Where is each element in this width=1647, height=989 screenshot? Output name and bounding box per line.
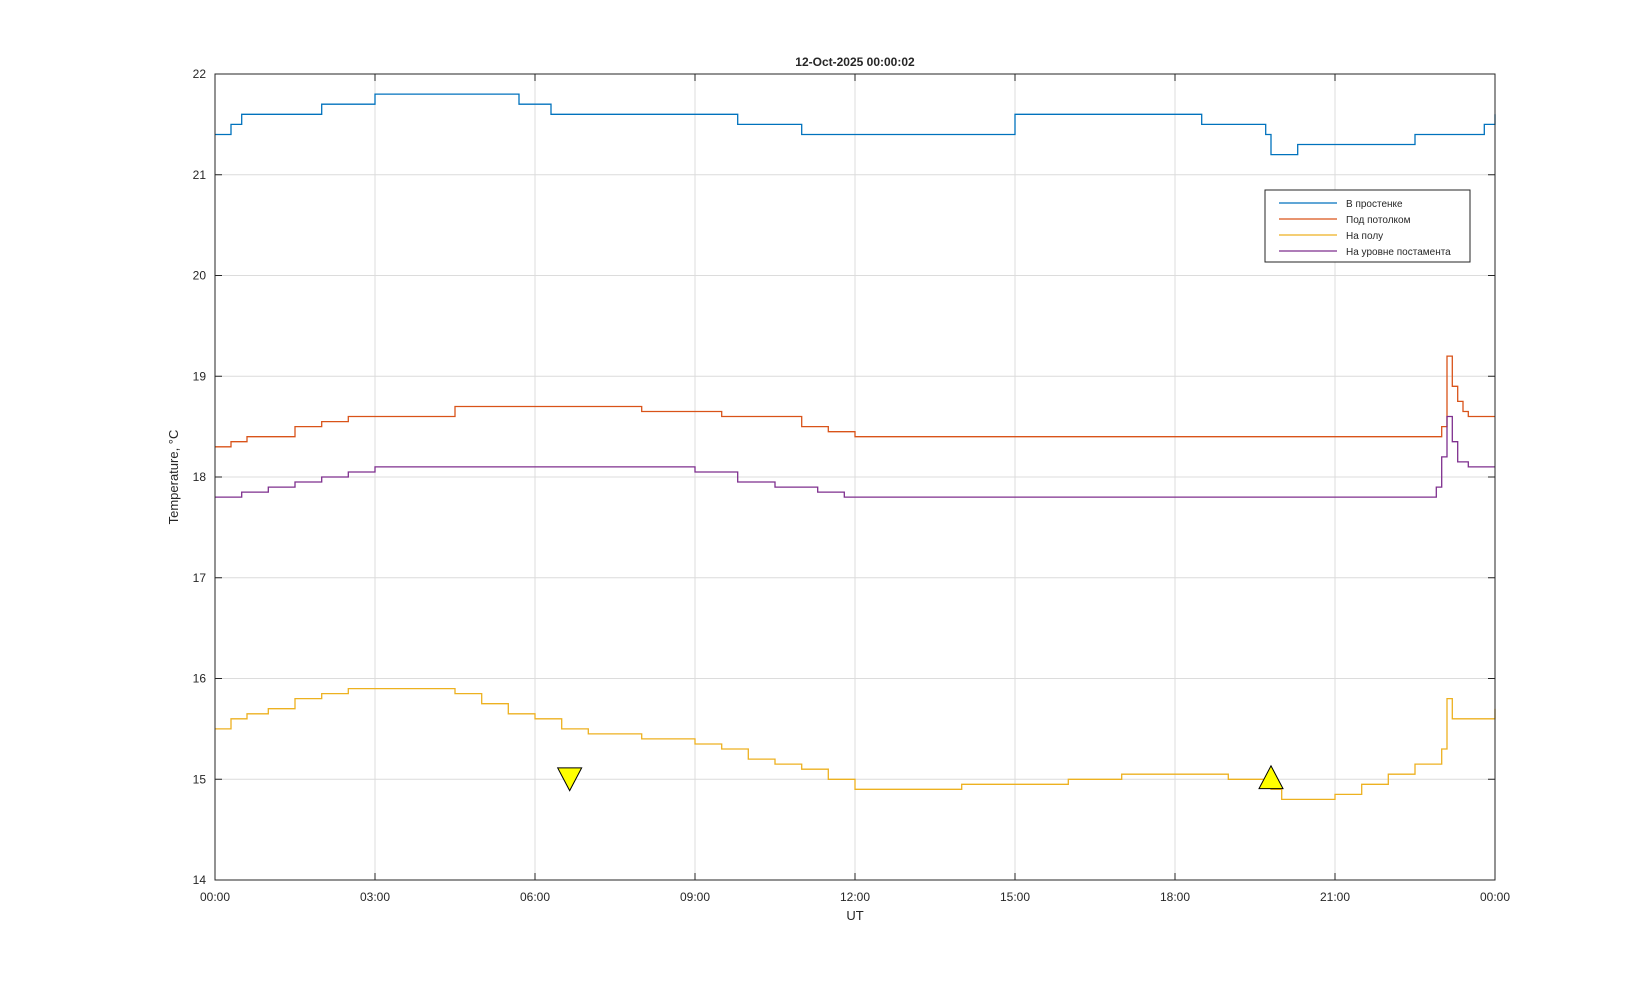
series-line-1 — [215, 93, 1496, 156]
y-tick-label: 14 — [193, 873, 207, 887]
event-markers — [556, 764, 1284, 792]
axis-ticks: 00:00 03:00 06:00 09:00 12:00 15:00 18:00 21:00… — [193, 67, 1511, 904]
x-tick-label: 00:00 — [200, 890, 230, 904]
y-axis-label: Temperature, °C — [166, 430, 181, 525]
legend: В простенке Под потолком На полу На уровне … — [1264, 189, 1471, 263]
x-tick-label: 06:00 — [520, 890, 550, 904]
y-tick-label: 21 — [193, 168, 207, 182]
y-tick-label: 16 — [193, 672, 207, 686]
legend-entry: На уровне постамента — [1346, 247, 1451, 258]
x-tick-label: 00:00 — [1480, 890, 1510, 904]
x-tick-label: 12:00 — [840, 890, 870, 904]
triangle-down-marker — [556, 767, 583, 792]
chart-title: 12-Oct-2025 00:00:02 — [795, 55, 915, 69]
x-axis-label: UT — [846, 908, 863, 923]
legend-entry: На полу — [1346, 231, 1383, 242]
series-line-4 — [215, 415, 1495, 498]
series-line-3 — [215, 687, 1496, 801]
y-tick-label: 15 — [193, 772, 207, 786]
legend-entry: В простенке — [1346, 199, 1403, 210]
x-tick-label: 21:00 — [1320, 890, 1350, 904]
x-tick-label: 18:00 — [1160, 890, 1190, 904]
triangle-up-marker — [1258, 764, 1284, 790]
y-tick-label: 18 — [193, 470, 207, 484]
series-lines — [215, 93, 1496, 801]
y-tick-label: 22 — [193, 67, 207, 81]
y-tick-label: 19 — [193, 369, 207, 383]
y-tick-label: 20 — [193, 269, 207, 283]
x-tick-label: 03:00 — [360, 890, 390, 904]
grid — [215, 74, 1495, 880]
legend-box — [1264, 189, 1471, 263]
x-tick-label: 15:00 — [1000, 890, 1030, 904]
legend-entry: Под потолком — [1346, 215, 1411, 226]
y-tick-label: 17 — [193, 571, 207, 585]
x-tick-label: 09:00 — [680, 890, 710, 904]
series-line-2 — [215, 355, 1495, 448]
